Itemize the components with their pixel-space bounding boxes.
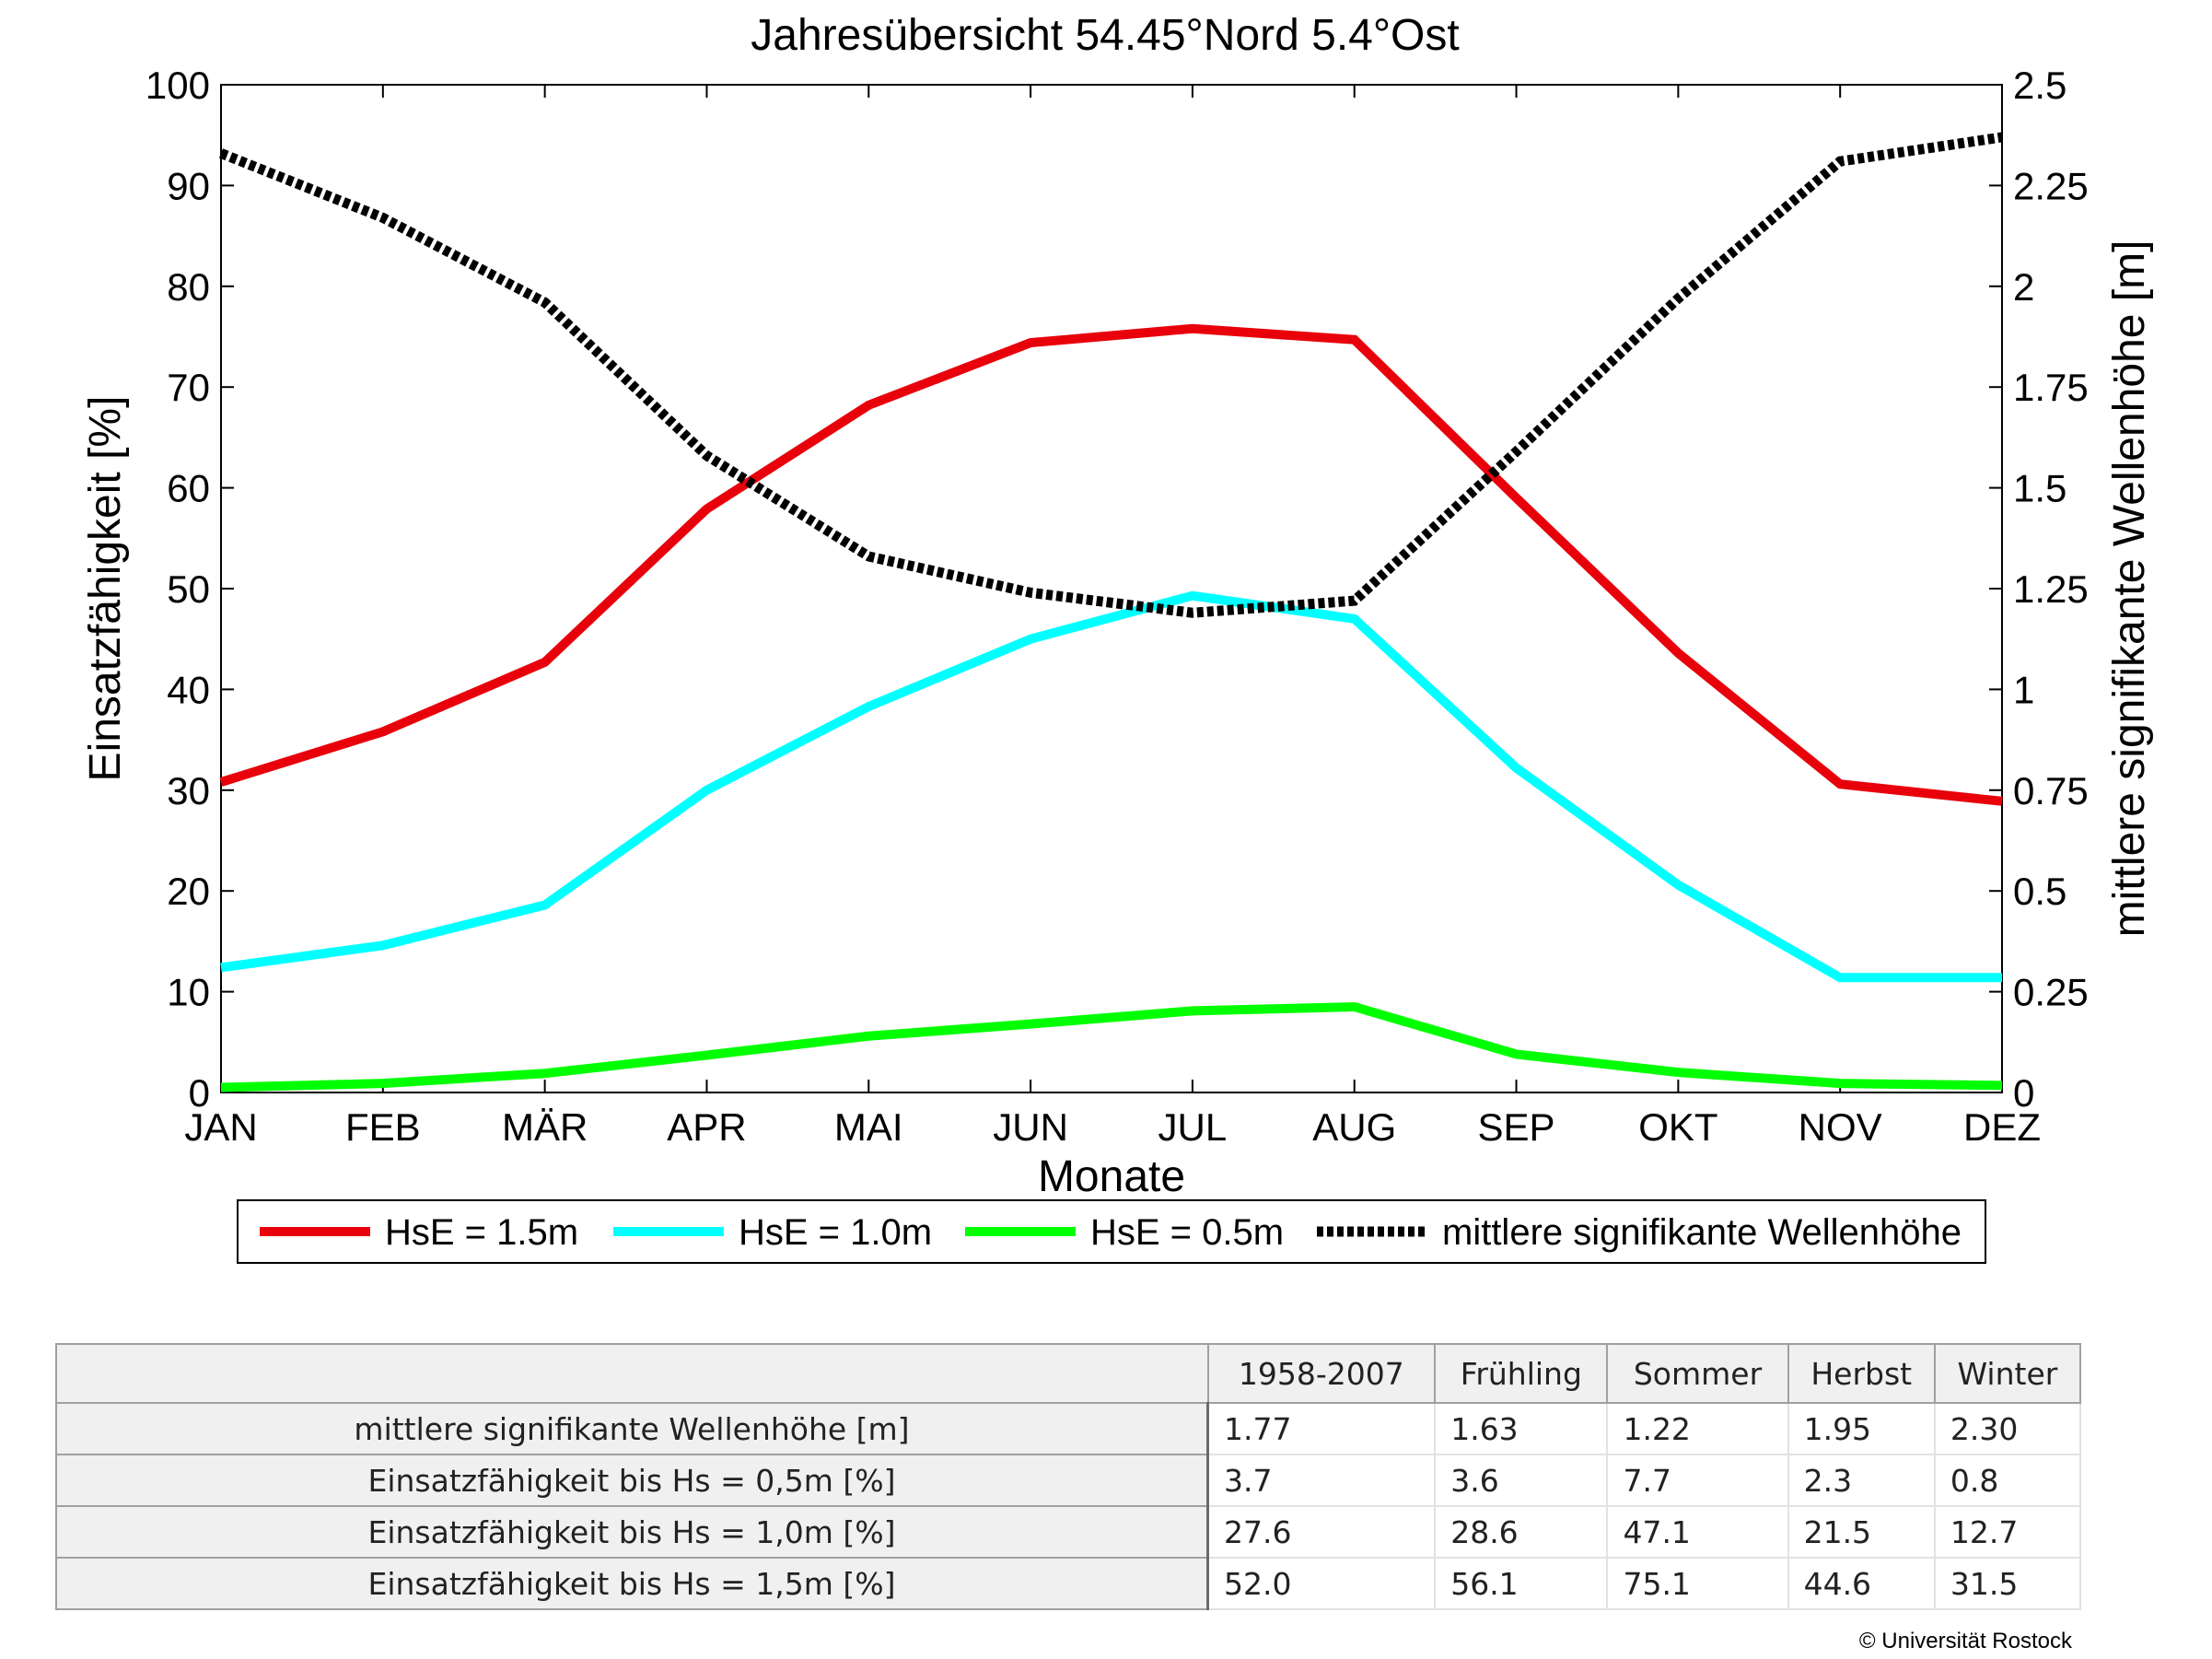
left-axis: 0 10 20 30 40 50 60 70 80 90 100 xyxy=(146,64,2002,1115)
x-tick-label: NOV xyxy=(1799,1105,1882,1149)
y-axis-title: Einsatzfähigkeit [%] xyxy=(81,396,130,782)
table-column-header: Frühling xyxy=(1434,1343,1609,1404)
table-cell: 2.3 xyxy=(1787,1454,1936,1507)
legend-label-1: HsE = 1.5m xyxy=(385,1212,578,1253)
legend-label-2: HsE = 1.0m xyxy=(739,1212,932,1253)
y-tick-label: 80 xyxy=(167,265,210,309)
table-cell: 1.95 xyxy=(1787,1402,1936,1455)
y2-tick-label: 2.25 xyxy=(2013,164,2089,207)
table-column-header: Winter xyxy=(1933,1343,2082,1404)
table-cell: 2.30 xyxy=(1933,1402,2082,1455)
table-cell: 7.7 xyxy=(1606,1454,1789,1507)
table-cell: 56.1 xyxy=(1434,1557,1609,1610)
x-tick-label: MAI xyxy=(834,1105,903,1149)
x-tick-label: SEP xyxy=(1478,1105,1555,1149)
y2-tick-label: 0.75 xyxy=(2013,769,2089,812)
x-tick-label: JUL xyxy=(1158,1105,1228,1149)
legend-label-4: mittlere signifikante Wellenhöhe xyxy=(1442,1212,1962,1253)
series-line-2 xyxy=(220,590,2002,983)
copyright-text: © Universität Rostock xyxy=(1858,1629,2072,1653)
table-cell: 21.5 xyxy=(1787,1505,1936,1559)
table-row: Einsatzfähigkeit bis Hs = 1,0m [%] 27.6 28… xyxy=(55,1505,2082,1559)
table-row-label: Einsatzfähigkeit bis Hs = 1,5m [%] xyxy=(55,1557,1209,1610)
table-row-label: mittlere signifikante Wellenhöhe [m] xyxy=(55,1402,1209,1455)
chart-title: Jahresübersicht 54.45°Nord 5.4°Ost xyxy=(751,11,1459,60)
table-cell: 12.7 xyxy=(1933,1505,2082,1559)
y-tick-label: 60 xyxy=(167,467,210,510)
table-cell: 52.0 xyxy=(1206,1557,1437,1610)
y-tick-label: 0 xyxy=(189,1071,210,1115)
legend-label-3: HsE = 0.5m xyxy=(1090,1212,1284,1253)
table-cell: 28.6 xyxy=(1434,1505,1609,1559)
table-cell: 1.63 xyxy=(1434,1402,1609,1455)
table-cell: 27.6 xyxy=(1206,1505,1437,1559)
y2-tick-label: 2.5 xyxy=(2013,64,2066,107)
table-cell: 3.6 xyxy=(1434,1454,1609,1507)
y-tick-label: 90 xyxy=(167,164,210,207)
y2-tick-label: 2 xyxy=(2013,265,2034,309)
table-body: mittlere signifikante Wellenhöhe [m] 1.77… xyxy=(55,1402,2082,1610)
y2-tick-label: 1.75 xyxy=(2013,366,2089,409)
y2-axis-title: mittlere signifikante Wellenhöhe [m] xyxy=(2105,240,2154,938)
table-cell: 31.5 xyxy=(1933,1557,2082,1610)
y2-tick-label: 1.5 xyxy=(2013,467,2066,510)
y2-tick-label: 0.25 xyxy=(2013,971,2089,1014)
right-axis: 0 0.25 0.5 0.75 1 1.25 1.5 1.75 2 2.25 2.5 xyxy=(2013,64,2089,1115)
legend: HsE = 1.5m HsE = 1.0m HsE = 0.5m mittlere s… xyxy=(237,1199,1986,1264)
x-tick-label: JUN xyxy=(993,1105,1068,1149)
table-header-row: 1958-2007 Frühling Sommer Herbst Winter xyxy=(55,1343,2082,1404)
series-line-4 xyxy=(218,132,2003,618)
y-tick-label: 20 xyxy=(167,870,210,913)
plot-area xyxy=(220,84,2003,1093)
series-line-1 xyxy=(219,323,2003,806)
table-cell: 3.7 xyxy=(1206,1454,1437,1507)
table-cell: 1.22 xyxy=(1606,1402,1789,1455)
series-lines xyxy=(218,132,2003,1092)
y-tick-label: 30 xyxy=(167,769,210,812)
y2-tick-label: 1.25 xyxy=(2013,567,2089,611)
y-tick-label: 70 xyxy=(167,366,210,409)
table-column-header: Herbst xyxy=(1787,1343,1936,1404)
x-tick-label: DEZ xyxy=(1963,1105,2041,1149)
table-row: Einsatzfähigkeit bis Hs = 0,5m [%] 3.7 3.6… xyxy=(55,1454,2082,1507)
x-axis: JAN FEB MÄR APR MAI JUN JUL AUG SEP OKT NOV DEZ xyxy=(184,85,2041,1149)
y-tick-label: 50 xyxy=(167,567,210,611)
series-line-3 xyxy=(220,1001,2003,1092)
table-row-label: Einsatzfähigkeit bis Hs = 1,0m [%] xyxy=(55,1505,1209,1559)
x-tick-label: JAN xyxy=(184,1105,257,1149)
x-tick-label: APR xyxy=(667,1105,746,1149)
x-axis-title: Monate xyxy=(1038,1152,1185,1201)
table-row: Einsatzfähigkeit bis Hs = 1,5m [%] 52.0 56… xyxy=(55,1557,2082,1610)
y2-tick-label: 0.5 xyxy=(2013,870,2066,913)
chart: Jahresübersicht 54.45°Nord 5.4°Ost 01020… xyxy=(81,11,2154,1264)
x-tick-label: AUG xyxy=(1312,1105,1396,1149)
x-tick-label: FEB xyxy=(345,1105,421,1149)
y2-tick-label: 1 xyxy=(2013,668,2034,711)
table-cell: 75.1 xyxy=(1606,1557,1789,1610)
table-column-header: Sommer xyxy=(1606,1343,1789,1404)
x-tick-label: MÄR xyxy=(502,1105,588,1149)
y-tick-label: 100 xyxy=(146,64,210,107)
table-cell: 0.8 xyxy=(1933,1454,2082,1507)
y2-tick-label: 0 xyxy=(2013,1071,2034,1115)
table-cell: 47.1 xyxy=(1606,1505,1789,1559)
y-tick-label: 40 xyxy=(167,668,210,711)
table-row-label: Einsatzfähigkeit bis Hs = 0,5m [%] xyxy=(55,1454,1209,1507)
table-row: mittlere signifikante Wellenhöhe [m] 1.77… xyxy=(55,1402,2082,1455)
table-cell: 44.6 xyxy=(1787,1557,1936,1610)
x-tick-label: OKT xyxy=(1638,1105,1717,1149)
legend-box xyxy=(237,1199,1986,1264)
y-tick-label: 10 xyxy=(167,971,210,1014)
table-cell: 1.77 xyxy=(1206,1402,1437,1455)
table-column-header: 1958-2007 xyxy=(1206,1343,1437,1404)
table-corner-cell xyxy=(55,1343,1209,1404)
stats-table: 1958-2007 Frühling Sommer Herbst Winter mitt… xyxy=(55,1343,2082,1610)
